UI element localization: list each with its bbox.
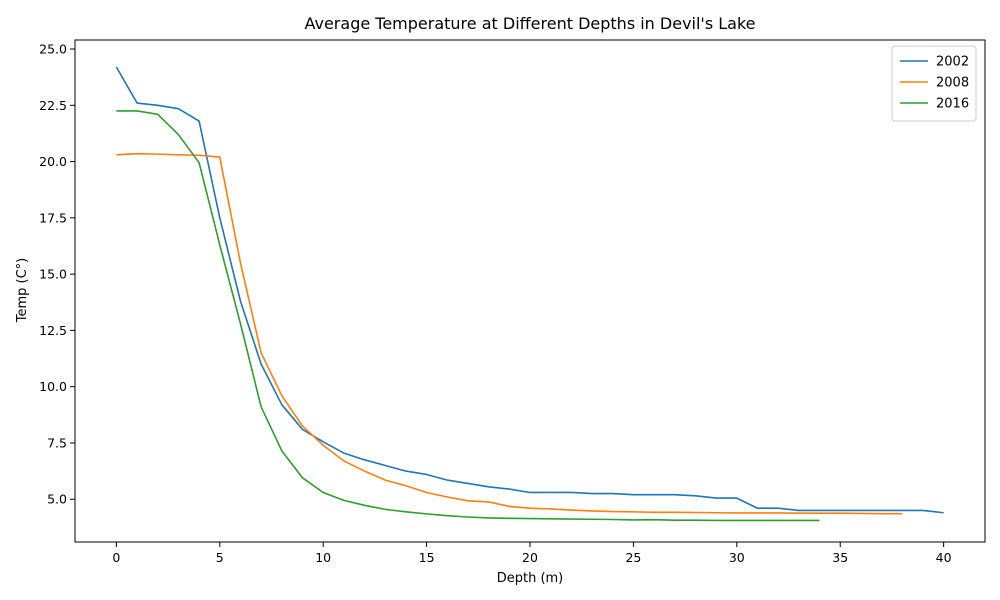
- y-tick-label: 22.5: [39, 98, 67, 113]
- x-tick-label: 35: [832, 550, 848, 565]
- y-tick-label: 5.0: [47, 492, 67, 507]
- x-axis-label: Depth (m): [497, 571, 564, 586]
- legend-label-2002: 2002: [936, 55, 969, 70]
- plot-frame: [74, 39, 986, 543]
- x-tick-label: 40: [936, 550, 952, 565]
- plot-area: 0 5 10 15 20 25 30 35 40 5.0 7.5 10.0 12.5 15.0 17.5 20…: [39, 39, 986, 565]
- y-tick-label: 20.0: [39, 154, 67, 169]
- y-tick-label: 15.0: [39, 267, 67, 282]
- x-tick-label: 15: [419, 550, 435, 565]
- chart-title: Average Temperature at Different Depths …: [304, 14, 755, 33]
- x-tick-label: 20: [522, 550, 538, 565]
- y-tick-label: 25.0: [39, 42, 67, 57]
- x-tick-label: 0: [112, 550, 120, 565]
- y-axis-label: Temp (C°): [15, 258, 30, 324]
- y-tick-label: 10.0: [39, 379, 67, 394]
- series-line-2002: [115, 66, 944, 514]
- x-tick-label: 5: [216, 550, 224, 565]
- x-tick-label: 30: [729, 550, 745, 565]
- y-tick-label: 12.5: [39, 323, 67, 338]
- y-tick-label: 7.5: [47, 435, 67, 450]
- series-line-2008: [116, 152, 903, 515]
- series-line-2016: [116, 110, 820, 522]
- x-tick-label: 10: [315, 550, 331, 565]
- legend-label-2008: 2008: [936, 76, 969, 91]
- legend-label-2016: 2016: [936, 97, 969, 112]
- y-tick-label: 17.5: [39, 210, 67, 225]
- x-tick-label: 25: [625, 550, 641, 565]
- legend: 2002 2008 2016: [891, 45, 977, 122]
